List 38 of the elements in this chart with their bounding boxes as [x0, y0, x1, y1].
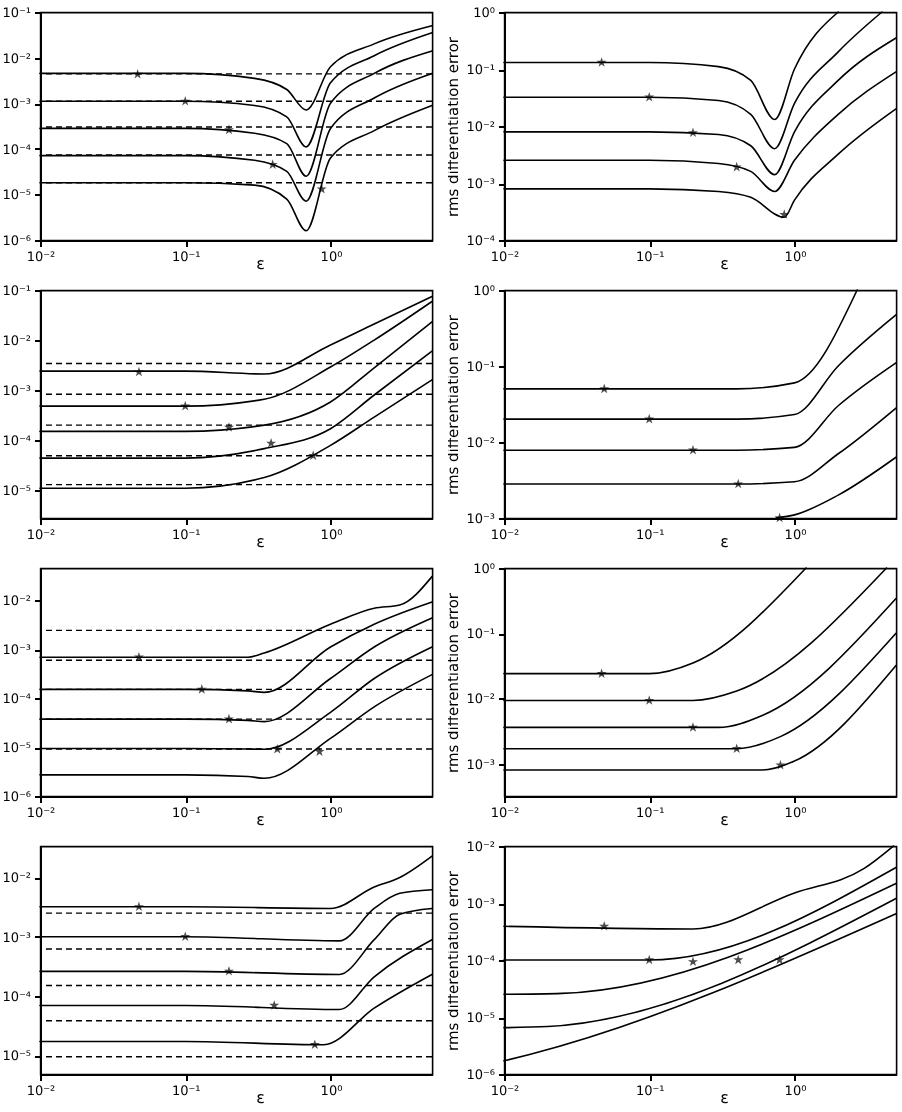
point	[180, 96, 191, 106]
point	[774, 954, 785, 965]
point	[687, 444, 698, 455]
point	[133, 901, 144, 912]
x-axis-title: ε	[720, 811, 729, 829]
point	[223, 124, 234, 135]
point	[731, 161, 742, 172]
point	[596, 668, 607, 678]
point	[599, 383, 610, 394]
x-axis-title: ε	[256, 255, 265, 273]
point	[687, 722, 698, 732]
point	[687, 127, 698, 138]
x-axis-title: ε	[720, 255, 729, 273]
x-axis-title: ε	[256, 533, 265, 551]
point	[599, 921, 610, 931]
point	[644, 413, 655, 424]
point	[779, 209, 790, 219]
x-axis-title: ε	[256, 811, 265, 829]
point	[314, 746, 325, 757]
point	[180, 400, 191, 411]
point	[731, 743, 742, 753]
point	[308, 450, 319, 461]
point	[687, 956, 698, 967]
point	[223, 966, 234, 976]
x-axis-title: ε	[720, 533, 729, 551]
point	[733, 954, 744, 965]
point	[644, 91, 655, 102]
point	[733, 478, 744, 489]
x-axis-title: ε	[256, 1089, 265, 1107]
point	[775, 759, 786, 770]
point	[596, 57, 607, 67]
point	[644, 954, 655, 965]
point	[644, 695, 655, 705]
point	[309, 1039, 320, 1049]
point	[180, 931, 191, 941]
x-axis-title: ε	[720, 1089, 729, 1107]
point	[269, 1000, 280, 1010]
point	[266, 437, 277, 448]
